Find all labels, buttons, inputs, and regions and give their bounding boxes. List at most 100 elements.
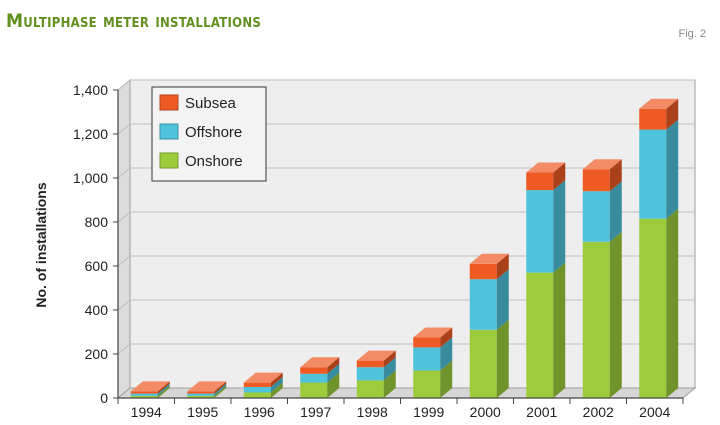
bar-segment-offshore-1999 [413, 337, 453, 371]
bar-front [356, 380, 384, 398]
bar-side [327, 363, 340, 383]
bar-side [553, 262, 566, 398]
bar-front [413, 337, 441, 348]
bar-segment-subsea-1997 [300, 357, 340, 374]
bar-segment-onshore-1996 [243, 382, 283, 398]
legend-item-subsea: Subsea [159, 94, 237, 112]
legend: Subsea Offshore Onshore [151, 86, 267, 182]
bar-front [243, 392, 271, 398]
bar-segment-subsea-1996 [243, 372, 283, 387]
bar-segment-subsea-1999 [413, 327, 453, 348]
legend-item-offshore: Offshore [159, 123, 242, 141]
bar-group-1996 [243, 372, 283, 398]
bar-side [383, 350, 396, 368]
bar-front [300, 367, 328, 374]
bar-segment-offshore-1997 [300, 363, 340, 383]
x-tick-label-2000: 2000 [470, 404, 501, 420]
bar-front [300, 382, 328, 398]
bar-front [243, 387, 271, 393]
grid-line [117, 123, 695, 135]
bar-top [469, 253, 509, 264]
bar-side [609, 181, 622, 242]
bar-segment-offshore-2004 [639, 119, 679, 219]
bar-segment-onshore-2004 [639, 208, 679, 398]
bar-side [383, 357, 396, 381]
bar-group-1998 [356, 350, 396, 398]
bar-group-1997 [300, 357, 340, 398]
grid-line [117, 79, 695, 91]
bar-segment-offshore-2000 [469, 269, 509, 330]
bar-segment-offshore-1998 [356, 357, 396, 381]
bar-segment-onshore-2000 [469, 319, 509, 398]
bars [130, 98, 679, 398]
bar-front [130, 395, 158, 398]
bar-side [496, 269, 509, 330]
bar-group-1999 [413, 327, 453, 398]
bar-front [469, 279, 497, 330]
y-axis-ticks: 0 200 400 600 800 1,000 1,200 1,400 [73, 82, 118, 406]
y-tick-label: 1,000 [73, 170, 108, 186]
bar-side [553, 180, 566, 273]
bar-top [639, 98, 679, 109]
x-tick-label-1995: 1995 [187, 404, 218, 420]
bar-side [270, 382, 283, 398]
bar-segment-subsea-1998 [356, 350, 396, 368]
bar-side [157, 381, 170, 394]
bar-side [440, 337, 453, 371]
bar-side [327, 372, 340, 398]
bar-top [413, 327, 453, 338]
x-axis-ticks: 1994 1995 1996 1997 1998 1999 2000 2001 2002 2004 [117, 398, 684, 420]
bar-front [130, 393, 158, 396]
bar-side [609, 231, 622, 398]
bar-group-2001 [526, 162, 566, 398]
bar-top [130, 381, 170, 392]
bar-segment-subsea-2004 [639, 98, 679, 130]
bar-front [130, 391, 158, 394]
bar-front [356, 367, 384, 381]
bar-segment-offshore-2002 [582, 181, 622, 242]
bar-front [582, 241, 610, 398]
bar-segment-onshore-1995 [187, 385, 227, 398]
bar-group-1995 [187, 381, 227, 398]
bar-segment-subsea-2002 [582, 159, 622, 192]
bar-front [526, 190, 554, 273]
bar-side [157, 383, 170, 396]
bar-top [582, 159, 622, 170]
bar-side [666, 119, 679, 219]
y-tick-label: 400 [85, 302, 109, 318]
bar-segment-subsea-2000 [469, 253, 509, 280]
bar-segment-offshore-2001 [526, 180, 566, 273]
bar-segment-offshore-1995 [187, 383, 227, 396]
bar-segment-subsea-2001 [526, 162, 566, 191]
bar-top [243, 372, 283, 383]
legend-swatch [159, 123, 179, 140]
bar-segment-subsea-1994 [130, 381, 170, 394]
bar-group-2004 [639, 98, 679, 398]
x-tick-label-1999: 1999 [413, 404, 444, 420]
grid-line [117, 211, 695, 223]
bar-front [639, 108, 667, 130]
bar-segment-onshore-1998 [356, 370, 396, 398]
bar-front [187, 395, 215, 398]
grid-line [117, 167, 695, 179]
legend-label: Offshore [185, 124, 242, 141]
bar-side [270, 377, 283, 393]
bar-front [582, 169, 610, 192]
bar-front [526, 172, 554, 191]
bar-front [356, 360, 384, 368]
y-tick-label: 600 [85, 258, 109, 274]
bar-top [526, 162, 566, 173]
bar-front [526, 272, 554, 398]
x-tick-label-2004: 2004 [639, 404, 670, 420]
bar-side [383, 370, 396, 398]
chart-title: Multiphase meter installations [6, 10, 262, 32]
y-tick-label: 1,200 [73, 126, 108, 142]
bar-side [214, 383, 227, 396]
bar-front [300, 373, 328, 383]
bar-group-1994 [130, 381, 170, 398]
bar-side [609, 159, 622, 192]
bar-segment-onshore-2002 [582, 231, 622, 398]
bar-segment-subsea-1995 [187, 381, 227, 394]
bar-side [327, 357, 340, 374]
bar-side [270, 372, 283, 387]
